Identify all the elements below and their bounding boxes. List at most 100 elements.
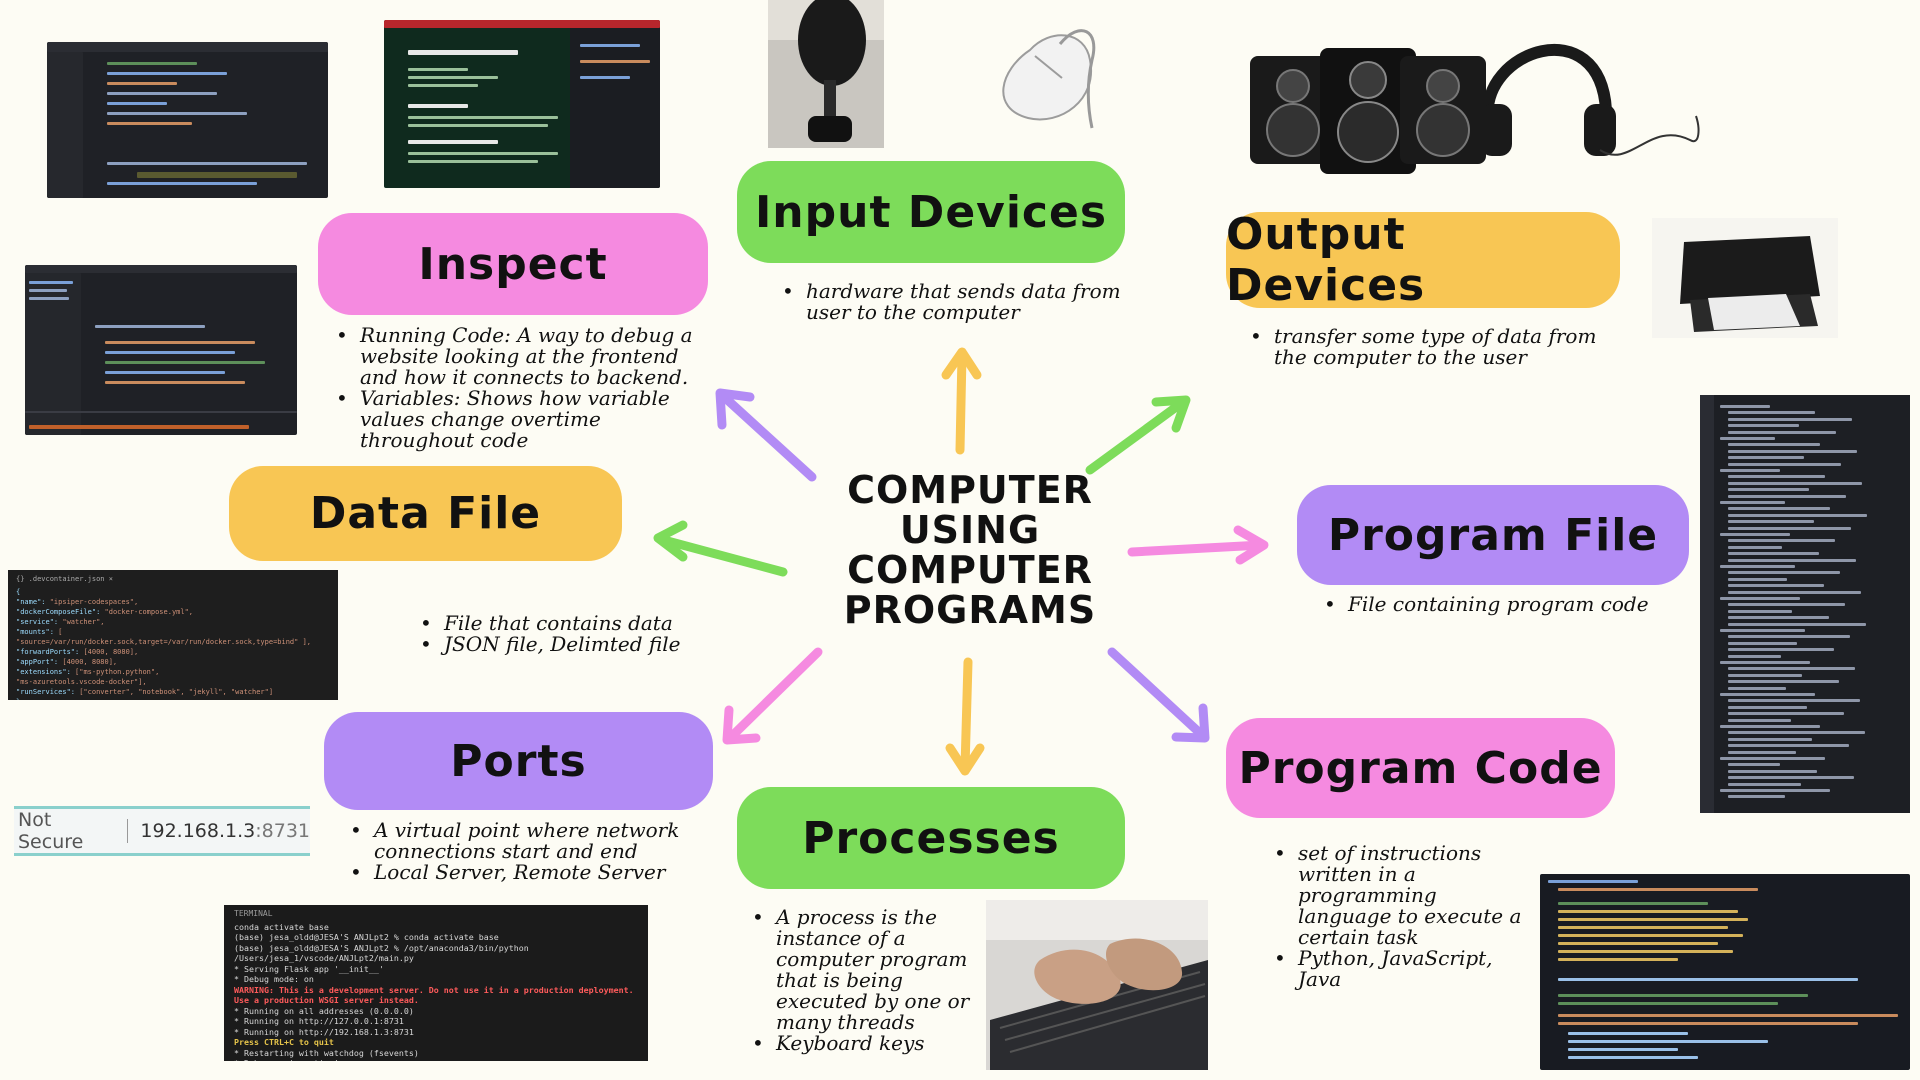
file-row (1728, 699, 1860, 703)
browser-devtools-screenshot (384, 20, 660, 188)
arrow-to-ports (722, 647, 823, 745)
file-row (1728, 654, 1781, 658)
json-line: } (16, 697, 330, 700)
inspect-node: Inspect (318, 213, 708, 315)
input-devices-node: Input Devices (737, 161, 1125, 263)
output-devices-label: Output Devices (1226, 209, 1426, 311)
file-row (1720, 597, 1800, 600)
terminal-title: TERMINAL (234, 909, 273, 918)
file-row (1720, 757, 1825, 760)
note-item: A virtual point where network connection… (350, 820, 680, 862)
arrow-to-inspect (715, 388, 817, 482)
terminal-line: * Serving Flask app '__init__' (234, 963, 384, 974)
file-row (1728, 443, 1820, 447)
input-devices-notes: hardware that sends data from user to th… (782, 281, 1162, 323)
json-line: "extensions": ["ms-python.python", (16, 668, 160, 676)
output-devices-notes: transfer some type of data from the comp… (1250, 326, 1610, 368)
note-item: hardware that sends data from user to th… (782, 281, 1162, 323)
inspect-label: Inspect (418, 238, 608, 290)
json-line: "forwardPorts": [4000, 8080], (16, 648, 139, 656)
file-row (1728, 449, 1857, 453)
ports-node: Ports (324, 712, 713, 810)
json-line: "runServices": ["converter", "notebook",… (16, 688, 274, 696)
speakers-icon (1250, 48, 1486, 174)
file-row (1728, 456, 1804, 460)
file-row (1728, 686, 1786, 690)
note-item: transfer some type of data from the comp… (1250, 326, 1610, 368)
file-row (1728, 462, 1841, 466)
url-separator (127, 819, 129, 843)
json-line: "ms-azuretools.vscode-docker"], (16, 678, 147, 686)
file-row (1720, 469, 1780, 472)
file-row (1728, 507, 1830, 511)
note-item: Keyboard keys (752, 1033, 982, 1055)
terminal-output: conda activate base (base) jesa_oldd@JESA… (234, 922, 638, 985)
file-row (1728, 705, 1807, 709)
terminal-output: * Running on all addresses (0.0.0.0) * R… (234, 1006, 638, 1038)
file-row (1728, 667, 1855, 671)
file-row (1728, 545, 1782, 549)
center-title-line: PROGRAMS (843, 588, 1097, 632)
file-explorer-screenshot (1700, 395, 1910, 813)
file-row (1728, 571, 1840, 575)
file-row (1720, 629, 1805, 632)
program-code-notes: set of instructions written in a program… (1274, 843, 1524, 990)
arrow-to-output-devices (1085, 395, 1191, 475)
data-file-node: Data File (229, 466, 622, 561)
note-item: File that contains data (420, 613, 720, 635)
file-row (1720, 405, 1770, 408)
file-row (1728, 609, 1792, 613)
note-item: Local Server, Remote Server (350, 862, 680, 884)
terminal-quit-hint: Press CTRL+C to quit (234, 1037, 334, 1047)
activity-bar (1700, 395, 1714, 813)
terminal-line: * Debug mode: on (234, 974, 314, 984)
file-row (1728, 424, 1799, 428)
file-row (1728, 417, 1852, 421)
file-row (1720, 661, 1810, 664)
file-row (1728, 750, 1796, 754)
file-row (1728, 744, 1849, 748)
terminal-line: * Restarting with watchdog (fsevents) (234, 1047, 419, 1058)
printer-icon (1652, 218, 1838, 338)
file-row (1728, 680, 1839, 684)
file-row (1728, 552, 1819, 556)
terminal-line: (base) jesa_oldd@JESA'S ANJLpt2 % /opt/a… (234, 942, 529, 964)
note-item: File containing program code (1324, 594, 1664, 616)
browser-url-bar[interactable]: Not Secure 192.168.1.3:8731 (14, 806, 310, 856)
url-port: :8731 (255, 820, 310, 842)
ports-label: Ports (450, 735, 587, 787)
file-row (1728, 603, 1845, 607)
not-secure-label: Not Secure (18, 809, 84, 853)
processes-notes: A process is the instance of a computer … (752, 907, 982, 1055)
terminal-line: * Running on http://127.0.0.1:8731 (234, 1016, 404, 1026)
file-row (1720, 789, 1830, 792)
data-file-label: Data File (309, 488, 542, 539)
terminal-output: * Restarting with watchdog (fsevents) * … (234, 1048, 638, 1062)
file-row (1728, 558, 1856, 562)
terminal-line: (base) jesa_oldd@JESA'S ANJLpt2 % conda … (234, 932, 499, 942)
file-row (1728, 481, 1862, 485)
microphone-icon (768, 0, 884, 148)
json-line: "dockerComposeFile": "docker-compose.yml… (16, 608, 194, 616)
program-file-node: Program File (1297, 485, 1689, 585)
file-row (1728, 648, 1834, 652)
arrow-to-data-file (653, 520, 788, 577)
file-row (1720, 693, 1815, 696)
file-row (1728, 590, 1861, 594)
debugger-screenshot-1 (47, 42, 328, 198)
terminal-line: * Running on all addresses (0.0.0.0) (234, 1005, 414, 1016)
program-file-label: Program File (1327, 509, 1659, 561)
note-item: Python, JavaScript, Java (1274, 948, 1524, 990)
json-file-tab: {} .devcontainer.json × (16, 575, 113, 583)
file-row (1728, 430, 1836, 434)
file-row (1720, 725, 1820, 728)
input-devices-label: Input Devices (754, 186, 1108, 238)
file-row (1720, 533, 1790, 536)
arrow-to-processes (945, 657, 985, 776)
file-row (1728, 718, 1791, 722)
file-row (1720, 501, 1785, 504)
program-code-label: Program Code (1238, 742, 1603, 794)
program-code-screenshot (1540, 874, 1910, 1070)
file-row (1728, 475, 1825, 479)
